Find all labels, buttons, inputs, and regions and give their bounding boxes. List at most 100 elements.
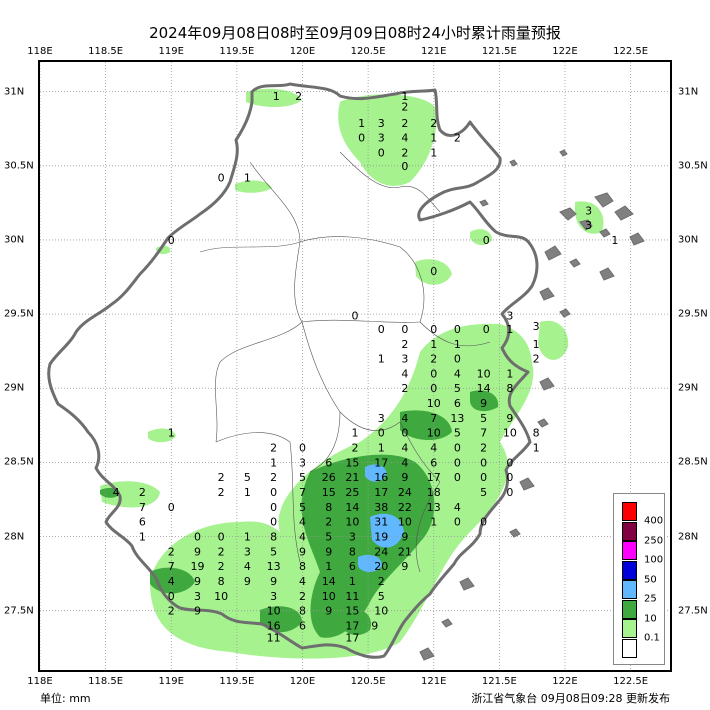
- station-value: 0: [299, 442, 306, 455]
- legend-label: 10: [644, 613, 657, 624]
- station-value: 17: [374, 486, 388, 499]
- legend: 400 250 100 50 25 10 0.1: [613, 493, 665, 665]
- station-value: 8: [218, 575, 225, 588]
- station-value: 0: [430, 367, 437, 380]
- station-value: 1: [401, 90, 408, 103]
- station-value: 0: [352, 310, 359, 323]
- longitude-tick-label: 119.5E: [219, 46, 255, 57]
- station-value: 8: [270, 531, 277, 544]
- station-value: 10: [427, 397, 441, 410]
- station-value: 4: [454, 501, 461, 514]
- station-value: 2: [270, 471, 277, 484]
- station-value: 0: [194, 531, 201, 544]
- station-value: 11: [267, 631, 281, 644]
- station-value: 4: [430, 442, 437, 455]
- longitude-tick-label: 122.5E: [613, 676, 649, 687]
- station-value: 6: [139, 516, 146, 529]
- station-value: 10: [267, 605, 281, 618]
- station-value: 6: [299, 620, 306, 633]
- station-value: 4: [113, 486, 120, 499]
- station-value: 14: [345, 501, 359, 514]
- latitude-tick-label: 28.5N: [678, 456, 708, 468]
- latitude-tick-label: 29.5N: [678, 308, 708, 320]
- station-value: 13: [450, 412, 464, 425]
- station-value: 17: [427, 471, 441, 484]
- station-value: 0: [401, 323, 408, 336]
- station-value: 2: [454, 132, 461, 145]
- station-value: 10: [214, 590, 228, 603]
- station-value: 5: [480, 412, 487, 425]
- latitude-tick-label: 30.5N: [678, 160, 708, 172]
- station-value: 3: [401, 353, 408, 366]
- legend-swatch: [622, 638, 637, 658]
- unit-label-text: 单位:: [40, 692, 66, 705]
- station-value: 3: [194, 590, 201, 603]
- legend-swatch: [622, 580, 637, 599]
- latitude-tick-label: 28N: [678, 531, 699, 543]
- station-value: 9: [371, 620, 378, 633]
- longitude-tick-label: 118.5E: [88, 676, 124, 687]
- station-value: 2: [168, 605, 175, 618]
- latitude-tick-label: 31N: [678, 86, 699, 98]
- station-value: 2: [139, 486, 146, 499]
- station-value: 9: [480, 397, 487, 410]
- legend-swatch: [622, 619, 637, 638]
- station-value: 7: [299, 486, 306, 499]
- station-value: 0: [483, 234, 490, 247]
- latitude-tick-label: 28N: [4, 531, 25, 543]
- station-value: 2: [325, 516, 332, 529]
- station-value: 0: [506, 471, 513, 484]
- station-value: 2: [218, 471, 225, 484]
- longitude-tick-label: 121.5E: [481, 676, 517, 687]
- station-value: 6: [430, 456, 437, 469]
- station-value: 21: [345, 471, 359, 484]
- station-value: 9: [506, 412, 513, 425]
- latitude-tick-label: 29N: [678, 382, 699, 394]
- station-value: 1: [378, 353, 385, 366]
- station-value: 13: [267, 560, 281, 573]
- station-value: 1: [430, 338, 437, 351]
- station-value: 2: [378, 575, 385, 588]
- station-value: 9: [325, 605, 332, 618]
- station-value: 2: [401, 100, 408, 113]
- latitude-tick-label: 31N: [4, 86, 25, 98]
- station-value: 4: [454, 367, 461, 380]
- station-value: 14: [322, 575, 336, 588]
- unit-value: mm: [69, 692, 91, 705]
- station-value: 5: [270, 545, 277, 558]
- station-value: 1: [506, 323, 513, 336]
- station-value: 2: [401, 382, 408, 395]
- station-value: 16: [374, 471, 388, 484]
- station-value: 1: [454, 338, 461, 351]
- station-value: 0: [270, 516, 277, 529]
- station-value: 1: [430, 146, 437, 159]
- station-value: 8: [506, 382, 513, 395]
- legend-swatch: [622, 599, 637, 619]
- station-value: 2: [295, 90, 302, 103]
- station-value: 1: [244, 486, 251, 499]
- station-value: 1: [273, 90, 280, 103]
- station-value: 8: [349, 545, 356, 558]
- station-value: 22: [398, 501, 412, 514]
- rain-area-heavy: [358, 464, 404, 572]
- station-value: 10: [427, 427, 441, 440]
- station-value: 5: [454, 427, 461, 440]
- longitude-tick-label: 121E: [421, 676, 447, 687]
- station-value: 0: [480, 516, 487, 529]
- station-value: 0: [480, 456, 487, 469]
- station-value: 0: [454, 471, 461, 484]
- station-value: 4: [168, 575, 175, 588]
- station-value: 3: [533, 320, 540, 333]
- station-value: 3: [349, 531, 356, 544]
- station-value: 9: [401, 471, 408, 484]
- station-value: 9: [401, 531, 408, 544]
- station-value: 26: [322, 471, 336, 484]
- station-value: 2: [299, 590, 306, 603]
- station-value: 0: [401, 160, 408, 173]
- latitude-tick-label: 30N: [678, 234, 699, 246]
- legend-swatch: [622, 541, 637, 560]
- station-value: 0: [454, 442, 461, 455]
- station-value: 1: [430, 132, 437, 145]
